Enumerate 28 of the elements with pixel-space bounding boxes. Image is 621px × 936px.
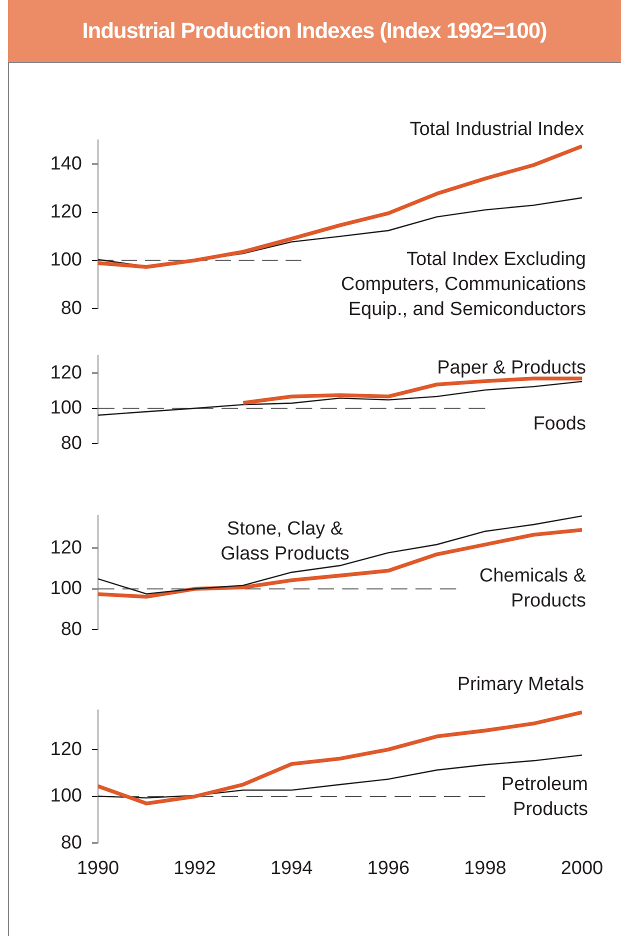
- y-tick-label: 100: [50, 786, 82, 807]
- x-tick-label: 1994: [270, 858, 314, 879]
- y-tick-label: 100: [50, 250, 82, 271]
- x-tick-label: 2000: [560, 858, 604, 879]
- x-tick-label: 1998: [464, 858, 506, 879]
- series-label: Total Industrial Index: [410, 119, 584, 140]
- x-tick-label: 1992: [174, 858, 216, 879]
- series-label: Total Index Excluding Computers, Communications Equip., and Semiconductors: [341, 249, 586, 320]
- x-tick-label: 1996: [367, 858, 410, 879]
- y-tick-label: 120: [50, 537, 82, 558]
- series-label: Stone, Clay & Glass Products: [220, 518, 350, 564]
- series-label: Foods: [533, 413, 586, 434]
- y-tick-label: 120: [50, 362, 82, 384]
- chart-title: Industrial Production Indexes (Index 1992=100): [81, 18, 548, 44]
- x-tick-label: 1990: [76, 858, 120, 879]
- y-tick-label: 120: [50, 738, 82, 760]
- series-label: Primary Metals: [457, 674, 584, 695]
- y-tick-label: 80: [60, 298, 82, 319]
- series-label: Paper & Products: [437, 357, 586, 378]
- y-tick-label: 140: [50, 153, 82, 174]
- series-label: Petroleum Products: [501, 774, 588, 820]
- y-tick-label: 120: [50, 201, 82, 222]
- y-tick-label: 80: [60, 432, 82, 454]
- series-label: Chemicals & Products: [479, 565, 586, 612]
- y-tick-label: 100: [50, 578, 82, 600]
- y-tick-label: 100: [50, 398, 82, 419]
- y-tick-label: 80: [60, 832, 82, 854]
- y-tick-label: 80: [60, 618, 82, 640]
